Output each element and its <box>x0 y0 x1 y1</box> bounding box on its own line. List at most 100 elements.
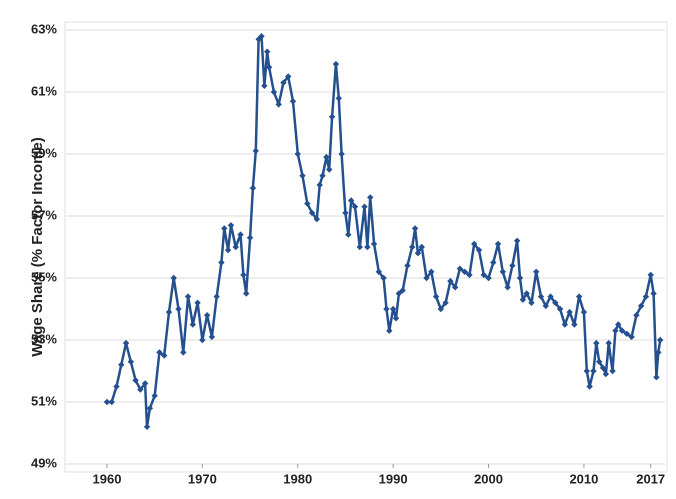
data-point <box>240 271 247 279</box>
data-point <box>618 327 626 334</box>
data-point <box>361 203 368 210</box>
data-point <box>345 231 352 238</box>
data-point <box>143 423 151 430</box>
data-point <box>637 302 645 310</box>
data-point <box>437 305 445 313</box>
data-point <box>475 246 483 254</box>
data-point <box>370 240 378 248</box>
data-point <box>224 246 232 254</box>
data-point <box>566 308 573 316</box>
data-point <box>615 321 622 328</box>
data-point <box>137 386 144 393</box>
data-point <box>252 147 259 155</box>
data-point <box>586 383 593 390</box>
y-tick-label: 57% <box>31 207 57 222</box>
data-point <box>647 271 654 279</box>
data-point <box>367 194 374 201</box>
data-point <box>351 203 359 210</box>
data-point <box>232 243 239 251</box>
data-point <box>213 293 220 300</box>
y-tick-label: 51% <box>31 393 57 408</box>
data-point <box>423 274 430 282</box>
data-point <box>386 327 393 334</box>
data-point <box>653 374 660 381</box>
data-point <box>575 293 583 300</box>
data-point <box>404 262 411 269</box>
data-point <box>113 383 120 390</box>
plot-frame <box>64 21 668 473</box>
data-point <box>243 290 250 297</box>
data-point <box>392 315 400 322</box>
data-point <box>299 172 306 179</box>
data-point <box>180 349 187 356</box>
data-point <box>108 398 115 406</box>
data-point <box>356 243 363 251</box>
y-tick-label: 49% <box>31 455 57 470</box>
data-point <box>411 225 419 232</box>
data-point <box>175 305 182 313</box>
y-tick-label: 59% <box>31 145 57 160</box>
y-tick-label: 53% <box>31 331 57 346</box>
data-point <box>347 197 355 204</box>
x-tick-label: 1960 <box>93 471 122 486</box>
data-point <box>237 231 244 238</box>
data-point <box>432 293 440 300</box>
data-point <box>556 305 564 313</box>
data-point <box>289 98 297 105</box>
data-point <box>519 296 527 303</box>
data-point <box>650 290 657 297</box>
data-point <box>364 243 371 251</box>
data-point <box>265 64 273 71</box>
x-tick-label: 2000 <box>474 471 503 486</box>
data-point <box>552 299 559 306</box>
data-point <box>571 321 578 328</box>
data-point <box>199 336 206 344</box>
data-point <box>380 274 387 282</box>
data-point <box>657 336 664 344</box>
data-point <box>504 284 511 291</box>
data-point <box>533 268 540 275</box>
data-point <box>264 48 271 55</box>
data-point <box>542 302 549 310</box>
x-tick-label: 1980 <box>283 471 312 486</box>
data-point <box>599 364 607 372</box>
data-point <box>655 349 662 356</box>
data-point <box>323 153 330 161</box>
data-point <box>609 367 616 375</box>
data-point <box>642 293 650 300</box>
data-point <box>203 312 211 319</box>
data-point <box>326 166 333 173</box>
data-point <box>249 184 257 192</box>
data-point <box>221 225 228 232</box>
data-point <box>285 73 292 80</box>
data-point <box>480 271 487 279</box>
data-point <box>316 181 323 189</box>
data-point <box>328 113 336 120</box>
data-point <box>258 33 265 40</box>
data-point <box>335 95 342 102</box>
x-tick-label: 2010 <box>569 471 598 486</box>
data-point <box>561 321 569 328</box>
data-point <box>442 299 449 306</box>
data-point <box>151 392 158 399</box>
data-point <box>499 268 507 275</box>
data-point <box>270 88 278 96</box>
data-point <box>580 308 588 316</box>
data-point <box>170 274 177 282</box>
data-point <box>184 293 192 300</box>
data-point <box>583 367 590 375</box>
y-axis-label: Wage Share (% Factor Income) <box>29 137 46 357</box>
y-tick-label: 61% <box>31 83 57 98</box>
data-point <box>409 243 416 251</box>
data-point <box>593 339 600 347</box>
data-point <box>461 268 468 275</box>
data-point <box>127 358 135 365</box>
data-point <box>612 327 619 334</box>
data-point <box>141 380 149 387</box>
data-point <box>428 268 435 275</box>
data-point <box>227 222 235 229</box>
data-point <box>414 250 422 257</box>
data-point <box>218 259 225 266</box>
data-point <box>375 268 383 275</box>
